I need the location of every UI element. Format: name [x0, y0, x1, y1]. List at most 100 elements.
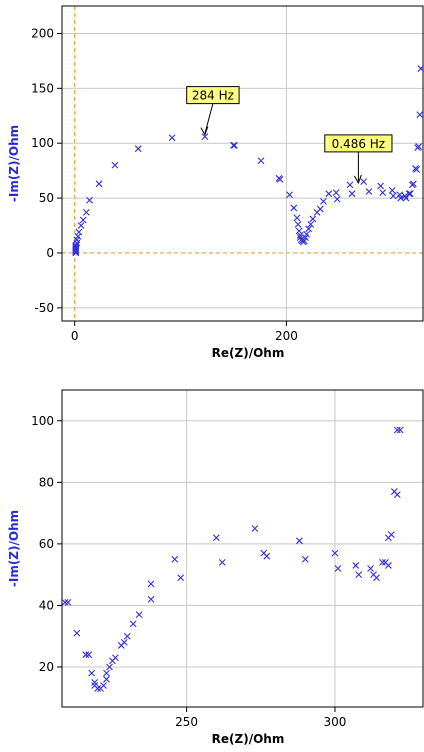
- data-point: [276, 176, 284, 183]
- data-point: [388, 187, 396, 194]
- y-tick-label: 200: [31, 26, 54, 40]
- data-point: [385, 562, 392, 569]
- data-point: [293, 214, 301, 222]
- data-point: [379, 189, 387, 196]
- data-point: [103, 675, 110, 683]
- y-tick-label: 0: [46, 246, 54, 260]
- data-point: [103, 669, 110, 677]
- data-point: [301, 555, 309, 563]
- data-point: [86, 196, 93, 204]
- data-point: [201, 133, 209, 140]
- y-tick-label: 60: [39, 537, 54, 551]
- data-point: [218, 558, 226, 566]
- data-point: [230, 142, 237, 149]
- x-tick-label: 200: [275, 329, 298, 343]
- x-axis-label: Re(Z)/Ohm: [212, 732, 285, 746]
- data-point: [82, 651, 90, 659]
- data-point: [393, 491, 401, 499]
- nyquist-plot-zoom: 250 300 20 40 60 80 100 Re(Z)/Ohm -Im(Z)/Ohm: [7, 389, 424, 746]
- callout-label: 284 Hz: [192, 89, 234, 103]
- data-point: [75, 228, 83, 236]
- data-point: [352, 562, 360, 569]
- data-point: [397, 194, 405, 202]
- data-point: [91, 678, 99, 686]
- data-point: [410, 180, 417, 188]
- data-point: [379, 558, 386, 566]
- data-point: [171, 555, 179, 563]
- data-point: [64, 598, 72, 606]
- data-point: [294, 221, 302, 228]
- data-point: [393, 426, 401, 434]
- data-point: [389, 192, 397, 200]
- callout-label: 0.486 Hz: [332, 137, 386, 151]
- data-point: [112, 654, 119, 662]
- data-point: [123, 632, 131, 640]
- data-point: [325, 190, 333, 198]
- y-tick-label: 150: [31, 81, 54, 95]
- y-axis-label: -Im(Z)/Ohm: [7, 125, 21, 202]
- data-points: [62, 426, 404, 692]
- data-point: [263, 552, 271, 560]
- data-point: [231, 142, 238, 149]
- data-point: [331, 549, 339, 557]
- data-point: [73, 629, 81, 637]
- data-point: [147, 580, 155, 588]
- data-point: [129, 620, 137, 628]
- data-point: [406, 190, 414, 198]
- data-point: [348, 190, 356, 198]
- frequency-callout: 0.486 Hz: [324, 134, 393, 185]
- data-point: [346, 181, 354, 189]
- data-point: [95, 180, 103, 188]
- data-point: [373, 574, 380, 582]
- data-point: [94, 685, 101, 692]
- data-point: [212, 534, 220, 542]
- data-point: [355, 571, 363, 579]
- data-point: [147, 595, 155, 603]
- data-point: [85, 651, 93, 659]
- data-point: [309, 215, 317, 223]
- data-point: [367, 565, 374, 572]
- data-point: [333, 195, 341, 203]
- data-point: [415, 143, 423, 150]
- data-point: [290, 204, 298, 212]
- frequency-callout: 284 Hz: [186, 86, 240, 136]
- data-point: [135, 611, 143, 619]
- data-point: [257, 157, 265, 165]
- data-point: [100, 682, 107, 689]
- data-point: [360, 178, 368, 185]
- data-point: [405, 190, 413, 198]
- data-point: [168, 134, 176, 142]
- data-point: [377, 182, 384, 190]
- data-point: [177, 574, 185, 582]
- y-tick-label: 50: [39, 191, 54, 205]
- data-point: [305, 225, 313, 233]
- data-point: [320, 197, 327, 205]
- data-point: [332, 189, 340, 196]
- data-point: [387, 531, 395, 539]
- data-point: [417, 65, 424, 72]
- data-point: [416, 111, 424, 119]
- y-tick-label: 20: [39, 660, 54, 674]
- nyquist-plot-full: 0 200 -50 0 50 100 150 200 Re(Z)/Ohm -Im(Z)/Ohm 28…: [7, 5, 424, 360]
- plot-frame: [61, 5, 424, 322]
- data-point: [106, 663, 113, 671]
- data-point: [316, 205, 324, 213]
- y-axis-label: -Im(Z)/Ohm: [7, 510, 21, 587]
- data-point: [79, 216, 87, 224]
- data-point: [77, 222, 85, 229]
- y-tick-label: 100: [31, 136, 54, 150]
- data-point: [307, 221, 315, 228]
- data-points: [72, 65, 424, 257]
- data-point: [111, 161, 119, 169]
- data-point: [295, 537, 303, 545]
- data-point: [295, 227, 303, 235]
- y-tick-label: 80: [39, 475, 54, 489]
- x-tick-label: 250: [175, 715, 198, 729]
- y-tick-label: 40: [39, 598, 54, 612]
- data-point: [62, 598, 69, 606]
- data-point: [303, 230, 310, 238]
- plot-frame: [61, 389, 424, 708]
- y-tick-label: -50: [34, 301, 54, 315]
- data-point: [334, 565, 342, 572]
- data-point: [82, 208, 90, 216]
